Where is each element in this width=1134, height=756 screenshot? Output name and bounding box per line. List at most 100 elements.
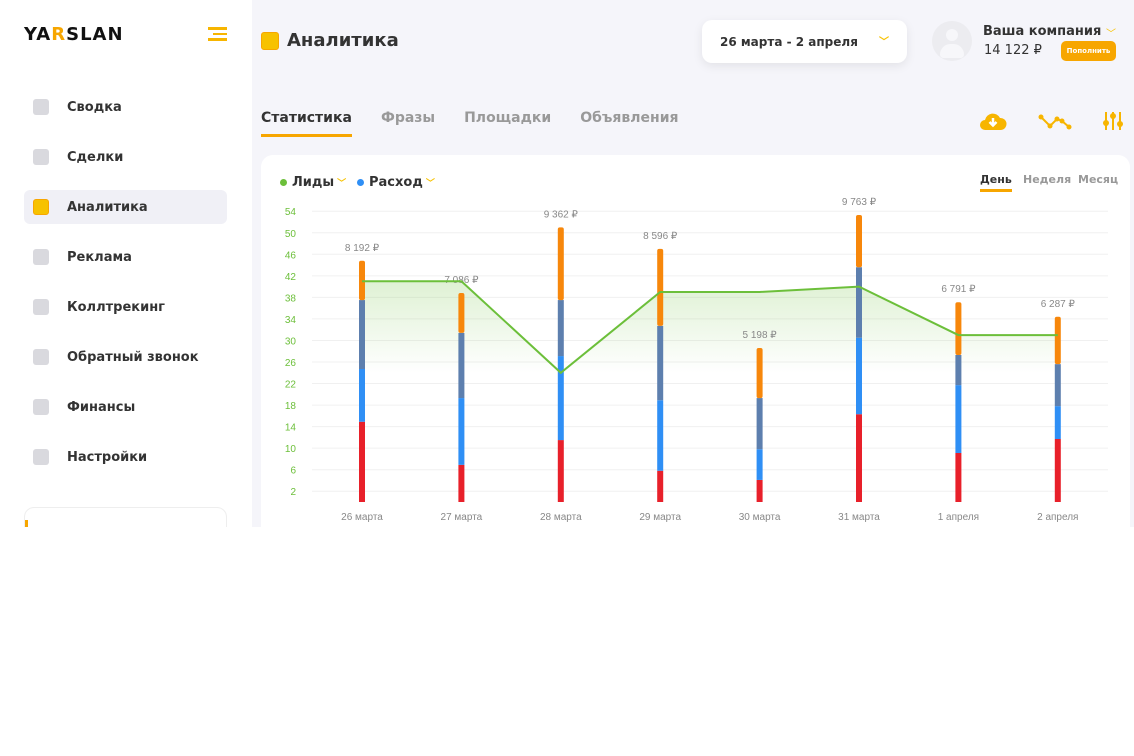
sidebar-item-label: Сводка [67, 99, 122, 115]
sidebar-item-label: Сделки [67, 149, 124, 165]
date-range-select[interactable]: 26 марта - 2 апреля ﹀ [702, 20, 907, 63]
balance: 14 122 ₽ [984, 43, 1042, 58]
period-week[interactable]: Неделя [1023, 173, 1072, 186]
menu-toggle-icon[interactable] [208, 27, 227, 41]
bar-segment [458, 398, 465, 465]
logo-text-end: SLAN [66, 24, 124, 45]
chevron-down-icon: ﹀ [425, 179, 435, 189]
bar-value-label: 8 596 ₽ [643, 231, 678, 242]
bar-segment [856, 214, 862, 268]
legend-leads[interactable]: Лиды ﹀ [280, 175, 346, 190]
handshake-icon [33, 149, 49, 165]
x-tick-label: 2 апреля [1037, 512, 1078, 523]
bar-segment [856, 337, 862, 415]
bar-segment [557, 440, 564, 502]
sidebar-item-6[interactable]: Финансы [24, 390, 227, 424]
bar-value-label: 9 362 ₽ [544, 209, 579, 220]
bar-segment [458, 293, 465, 333]
period-day[interactable]: День [980, 173, 1012, 192]
sidebar-item-4[interactable]: Коллтрекинг [24, 290, 227, 324]
bar-value-label: 6 791 ₽ [941, 284, 976, 295]
sidebar-item-label: Обратный звонок [67, 349, 199, 365]
y-tick-label: 26 [285, 358, 297, 369]
bar-value-label: 9 763 ₽ [842, 197, 877, 208]
sidebar-card [24, 507, 227, 527]
tab-platforms[interactable]: Площадки [464, 110, 552, 126]
line-chart-icon[interactable] [1038, 110, 1072, 132]
bar-segment [955, 302, 962, 355]
x-tick-label: 30 марта [739, 512, 781, 523]
analytics-icon [261, 31, 279, 50]
y-tick-label: 30 [285, 336, 297, 347]
filter-sliders-icon[interactable] [1103, 110, 1123, 132]
y-tick-label: 14 [285, 423, 297, 434]
date-range-value: 26 марта - 2 апреля [720, 34, 858, 49]
bar-segment [359, 421, 365, 502]
legend-spend[interactable]: Расход ﹀ [357, 175, 435, 190]
page-title-text: Аналитика [287, 30, 399, 51]
bar-segment [856, 267, 862, 338]
sidebar-item-label: Коллтрекинг [67, 299, 165, 315]
bar-segment [458, 332, 465, 399]
tab-phrases[interactable]: Фразы [380, 110, 436, 126]
bar-value-label: 8 192 ₽ [345, 243, 380, 254]
topup-button[interactable]: Пополнить [1061, 41, 1116, 61]
y-tick-label: 6 [290, 466, 296, 477]
sidebar-item-2[interactable]: Аналитика [24, 190, 227, 224]
y-tick-label: 42 [285, 272, 297, 283]
bar-segment [557, 356, 564, 441]
tab-statistics[interactable]: Статистика [261, 110, 352, 137]
bar-segment [756, 347, 763, 399]
sidebar-item-0[interactable]: Сводка [24, 90, 227, 124]
y-tick-label: 22 [285, 380, 297, 391]
x-tick-label: 1 апреля [938, 512, 979, 523]
bar-segment [359, 300, 365, 369]
bar-segment [1054, 406, 1061, 439]
y-tick-label: 54 [285, 207, 297, 218]
bar-value-label: 5 198 ₽ [743, 330, 778, 341]
tabs: Статистика Фразы Площадки Объявления [261, 110, 679, 137]
legend-spend-label: Расход [369, 175, 423, 190]
chevron-down-icon: ﹀ [337, 179, 347, 189]
phone-icon [33, 299, 49, 315]
leads-line [362, 280, 1058, 375]
chevron-down-icon[interactable]: ﹀ [1106, 29, 1116, 40]
sidebar-item-7[interactable]: Настройки [24, 440, 227, 474]
sidebar-item-1[interactable]: Сделки [24, 140, 227, 174]
logo[interactable]: YARSLAN [24, 24, 124, 45]
bar-segment [1054, 316, 1061, 365]
y-tick-label: 50 [285, 229, 297, 240]
bar-segment [756, 449, 763, 480]
bar-segment [657, 325, 664, 401]
x-tick-label: 26 марта [341, 512, 383, 523]
bar-segment [557, 300, 564, 357]
sidebar: YARSLAN Сводка Сделки Аналитика Реклама Колл… [0, 0, 252, 527]
spend-dot-icon [357, 179, 364, 186]
sidebar-item-3[interactable]: Реклама [24, 240, 227, 274]
avatar[interactable] [932, 21, 972, 61]
logo-text-accent: R [51, 24, 67, 45]
grid-icon [33, 99, 49, 115]
leads-dot-icon [280, 179, 287, 186]
x-tick-label: 28 марта [540, 512, 582, 523]
sidebar-item-5[interactable]: Обратный звонок [24, 340, 227, 374]
bar-segment [557, 227, 564, 301]
bar-segment [1054, 438, 1061, 502]
chart-card: 2 6 10 14 18 22 26 30 34 38 42 46 50 54 8 192 ₽26 март… [261, 155, 1130, 527]
sidebar-item-label: Финансы [67, 399, 136, 415]
x-tick-label: 31 марта [838, 512, 880, 523]
company-name[interactable]: Ваша компания [983, 24, 1102, 39]
wallet-icon [33, 399, 49, 415]
bar-segment [756, 398, 763, 450]
chat-icon [33, 349, 49, 365]
sidebar-item-label: Реклама [67, 249, 132, 265]
tab-ads[interactable]: Объявления [580, 110, 679, 126]
bar-segment [657, 248, 664, 326]
cloud-download-icon[interactable] [979, 110, 1007, 132]
legend-leads-label: Лиды [292, 175, 335, 190]
megaphone-icon [33, 249, 49, 265]
period-month[interactable]: Месяц [1078, 173, 1119, 186]
x-tick-label: 27 марта [441, 512, 483, 523]
gear-icon [33, 449, 49, 465]
bar-segment [955, 385, 962, 453]
